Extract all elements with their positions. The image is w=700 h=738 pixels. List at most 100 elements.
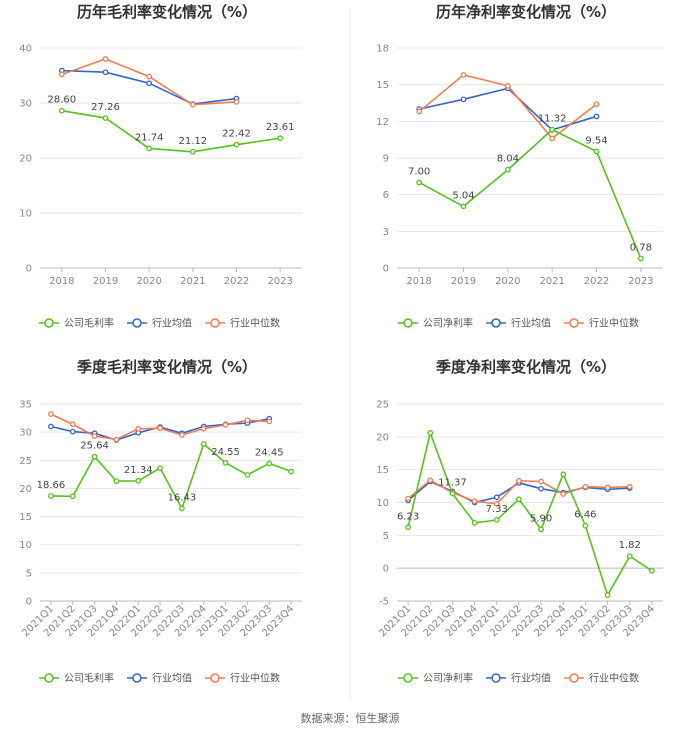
data-point-industry_median[interactable] — [157, 425, 163, 432]
data-point-company[interactable] — [516, 496, 522, 503]
y-tick-label: 18 — [376, 44, 389, 55]
data-point-industry_median[interactable] — [58, 71, 65, 78]
data-point-company[interactable] — [471, 520, 478, 526]
legend-item-industry_avg[interactable]: 行业均值 — [127, 317, 192, 330]
data-point-industry_median[interactable] — [593, 101, 600, 108]
legend-item-company[interactable]: 公司净利率 — [398, 672, 473, 685]
data-point-company[interactable] — [649, 567, 655, 574]
legend-label: 行业均值 — [152, 672, 192, 685]
data-point-company[interactable] — [157, 465, 163, 472]
data-point-industry_median[interactable] — [460, 72, 467, 78]
data-point-industry_avg[interactable] — [493, 494, 500, 501]
data-point-company[interactable] — [233, 141, 240, 148]
data-label: 25.64 — [80, 441, 109, 452]
data-point-industry_median[interactable] — [405, 495, 411, 502]
data-point-industry_median[interactable] — [179, 432, 185, 438]
data-point-industry_median[interactable] — [146, 73, 153, 80]
legend-item-company[interactable]: 公司净利率 — [398, 317, 473, 330]
data-point-company[interactable] — [626, 553, 633, 560]
data-point-industry_median[interactable] — [549, 135, 556, 142]
legend-item-company[interactable]: 公司毛利率 — [39, 672, 114, 685]
data-point-company[interactable] — [135, 478, 142, 484]
data-point-company[interactable] — [146, 145, 153, 152]
data-point-company[interactable] — [91, 453, 98, 460]
data-point-company[interactable] — [189, 148, 196, 155]
data-point-company[interactable] — [113, 478, 120, 484]
y-tick-label: 0 — [26, 597, 32, 608]
data-point-industry_avg[interactable] — [538, 485, 544, 492]
data-point-company[interactable] — [179, 505, 185, 512]
data-point-industry_median[interactable] — [471, 498, 478, 505]
data-point-industry_median[interactable] — [48, 411, 54, 417]
data-point-industry_median[interactable] — [604, 484, 611, 491]
y-tick-label: 20 — [19, 154, 32, 165]
legend-marker — [491, 318, 501, 328]
data-point-company[interactable] — [277, 135, 284, 141]
data-point-industry_median[interactable] — [427, 477, 434, 484]
legend-item-industry_median[interactable]: 行业中位数 — [564, 317, 639, 330]
legend-item-company[interactable]: 公司毛利率 — [39, 317, 114, 330]
data-point-industry_avg[interactable] — [593, 113, 600, 120]
data-point-industry_median[interactable] — [266, 418, 273, 425]
data-point-company[interactable] — [493, 517, 500, 523]
data-point-industry_median[interactable] — [516, 477, 522, 484]
data-point-industry_median[interactable] — [626, 483, 633, 490]
data-point-company[interactable] — [549, 126, 556, 133]
data-point-industry_median[interactable] — [102, 56, 109, 62]
data-point-company[interactable] — [288, 468, 294, 475]
data-point-industry_avg[interactable] — [460, 96, 467, 103]
data-point-company[interactable] — [604, 592, 611, 598]
data-point-company[interactable] — [593, 148, 600, 155]
data-point-industry_avg[interactable] — [69, 428, 76, 435]
data-point-company[interactable] — [538, 526, 544, 533]
data-point-company[interactable] — [102, 115, 109, 121]
data-point-industry_median[interactable] — [200, 425, 207, 432]
data-point-industry_median[interactable] — [582, 483, 589, 490]
data-point-industry_median[interactable] — [244, 417, 251, 424]
data-point-industry_median[interactable] — [504, 83, 511, 89]
data-point-company[interactable] — [416, 179, 423, 186]
data-point-industry_avg[interactable] — [146, 80, 153, 87]
legend-item-industry_median[interactable]: 行业中位数 — [205, 672, 280, 685]
data-point-company[interactable] — [222, 459, 229, 466]
x-tick-label: 2021 — [539, 276, 564, 287]
legend-item-industry_avg[interactable]: 行业均值 — [486, 317, 551, 330]
data-point-company[interactable] — [637, 255, 644, 262]
data-point-company[interactable] — [200, 441, 207, 447]
legend-item-industry_avg[interactable]: 行业均值 — [486, 672, 551, 685]
data-point-company[interactable] — [266, 460, 273, 467]
data-point-industry_median[interactable] — [69, 421, 76, 428]
legend-item-industry_avg[interactable]: 行业均值 — [127, 672, 192, 685]
data-point-industry_median[interactable] — [493, 500, 500, 507]
data-point-industry_avg[interactable] — [102, 69, 109, 76]
data-label: 7.00 — [408, 166, 430, 177]
data-point-industry_median[interactable] — [233, 99, 240, 105]
data-point-company[interactable] — [405, 524, 411, 531]
data-point-company[interactable] — [48, 493, 54, 499]
data-point-company[interactable] — [244, 472, 251, 478]
data-point-company[interactable] — [582, 522, 589, 529]
data-point-company[interactable] — [449, 490, 456, 497]
data-point-company[interactable] — [58, 107, 65, 114]
legend-item-industry_median[interactable]: 行业中位数 — [564, 672, 639, 685]
data-point-industry_median[interactable] — [113, 436, 120, 443]
data-point-industry_median[interactable] — [189, 101, 196, 108]
data-point-industry_median[interactable] — [222, 421, 229, 428]
legend-item-industry_median[interactable]: 行业中位数 — [205, 317, 280, 330]
data-point-industry_median[interactable] — [416, 108, 423, 115]
data-label: 7.33 — [486, 504, 508, 515]
data-point-industry_median[interactable] — [538, 478, 544, 485]
data-label: 11.32 — [538, 114, 567, 125]
data-point-company[interactable] — [69, 493, 76, 500]
data-point-company[interactable] — [504, 166, 511, 173]
data-point-company[interactable] — [427, 430, 434, 436]
data-point-industry_median[interactable] — [91, 433, 98, 439]
data-point-company[interactable] — [560, 471, 567, 478]
data-point-industry_median[interactable] — [135, 425, 142, 432]
y-tick-label: 20 — [19, 484, 32, 495]
data-point-company[interactable] — [460, 203, 467, 210]
data-point-industry_avg[interactable] — [48, 423, 54, 430]
data-point-industry_median[interactable] — [560, 491, 567, 497]
legend-marker — [210, 318, 220, 328]
legend-marker — [403, 318, 413, 328]
